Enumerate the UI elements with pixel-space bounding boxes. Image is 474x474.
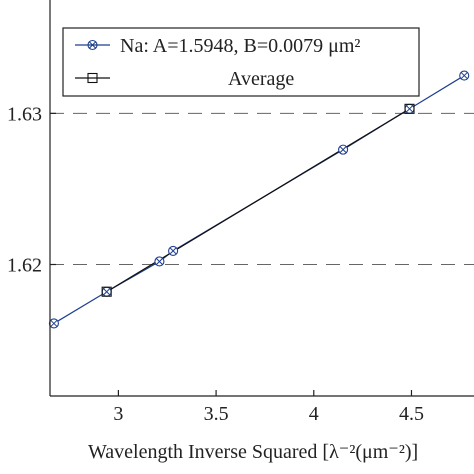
x-tick-label-0: 3 (113, 403, 123, 425)
series-1-point-0 (101, 286, 112, 297)
x-tick-label-2: 4 (309, 403, 319, 425)
x-tick-label-3: 4.5 (399, 403, 424, 425)
series-0-point-5 (404, 103, 415, 114)
series-layer (48, 70, 470, 329)
x-axis-label: Wavelength Inverse Squared [λ⁻²(μm⁻²)] (88, 441, 418, 463)
x-tick-label-1: 3.5 (204, 403, 229, 425)
series-0-point-3 (168, 245, 179, 256)
legend-label-na: Na: A=1.5948, B=0.0079 μm² (120, 35, 360, 57)
series-0-point-2 (154, 256, 165, 267)
legend-marker-na (87, 39, 98, 51)
series-1-point-1 (404, 103, 415, 114)
tick-layer: 1.62 1.63 3 3.5 4 4.5 (7, 103, 424, 425)
legend-label-average: Average (228, 68, 294, 90)
legend-box (62, 27, 420, 97)
legend: Na: A=1.5948, B=0.0079 μm² Average (62, 27, 420, 97)
series-0-point-0 (48, 318, 59, 329)
y-tick-label-1: 1.63 (7, 103, 42, 125)
series-0-point-6 (459, 70, 470, 81)
grid-layer (50, 112, 474, 266)
series-0-point-1 (101, 286, 112, 297)
series-0-point-4 (338, 144, 349, 155)
legend-marker-average (87, 72, 98, 84)
y-tick-label-0: 1.62 (7, 255, 42, 277)
legend-entry-average: Average (75, 68, 294, 90)
axes-layer (49, 0, 474, 397)
legend-entry-na: Na: A=1.5948, B=0.0079 μm² (75, 35, 360, 57)
